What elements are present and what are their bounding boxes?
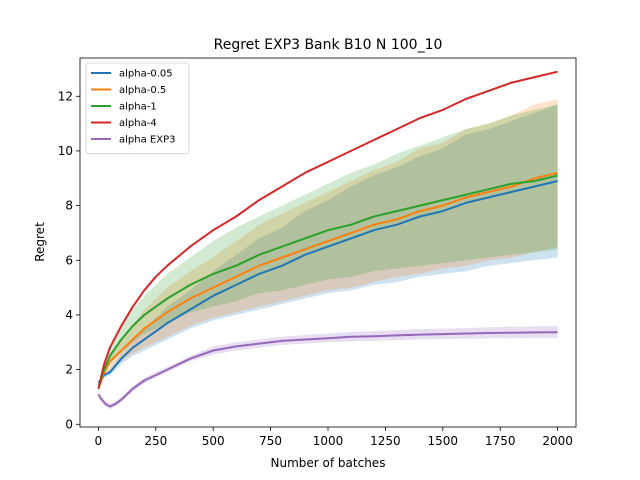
- band-alpha-1: [98, 104, 558, 392]
- legend-label-alpha-exp3: alpha EXP3: [119, 135, 175, 146]
- line-alpha-0-5: [97, 171, 558, 390]
- legend: alpha-0.05 alpha-0.5 alpha-1 alpha-4 alpha E…: [85, 62, 190, 154]
- x-tick-label: 1500: [428, 434, 459, 448]
- x-tick-label: 1750: [485, 434, 516, 448]
- confidence-bands: [98, 71, 558, 410]
- x-tick-label: 1000: [313, 434, 344, 448]
- x-tick-label: 500: [202, 434, 225, 448]
- x-tick-label: 2000: [542, 434, 573, 448]
- line-alpha-0-05: [97, 180, 558, 384]
- legend-label-alpha-0-5: alpha-0.5: [119, 85, 166, 96]
- band-alpha-0-5: [98, 99, 558, 392]
- x-axis-label: Number of batches: [271, 456, 386, 470]
- x-tick-label: 1250: [370, 434, 401, 448]
- y-tick-label: 6: [65, 253, 73, 267]
- band-alpha-0-05: [98, 104, 558, 386]
- legend-label-alpha-1: alpha-1: [119, 102, 157, 113]
- line-alpha-4: [97, 70, 558, 389]
- x-axis: 0 250 500 750 1000 1250 1500 1750 2000: [95, 427, 573, 448]
- legend-box: [85, 62, 190, 154]
- y-tick-label: 12: [58, 89, 73, 103]
- y-tick-label: 2: [65, 363, 73, 377]
- line-alpha-exp3: [97, 331, 558, 408]
- line-alpha-1: [97, 174, 558, 389]
- legend-label-alpha-4: alpha-4: [119, 118, 157, 129]
- band-alpha-exp3: [98, 325, 558, 410]
- x-tick-label: 750: [259, 434, 282, 448]
- legend-label-alpha-0-05: alpha-0.05: [119, 69, 173, 80]
- chart-title: Regret EXP3 Bank B10 N 100_10: [214, 37, 443, 53]
- y-tick-label: 10: [58, 144, 73, 158]
- series-lines: [97, 70, 558, 408]
- y-axis: 0 2 4 6 8 10 12: [58, 89, 80, 431]
- y-axis-label: Regret: [33, 222, 47, 262]
- y-tick-label: 0: [65, 417, 73, 431]
- x-tick-label: 0: [95, 434, 103, 448]
- y-tick-label: 8: [65, 199, 73, 213]
- y-tick-label: 4: [65, 308, 73, 322]
- x-tick-label: 250: [144, 434, 167, 448]
